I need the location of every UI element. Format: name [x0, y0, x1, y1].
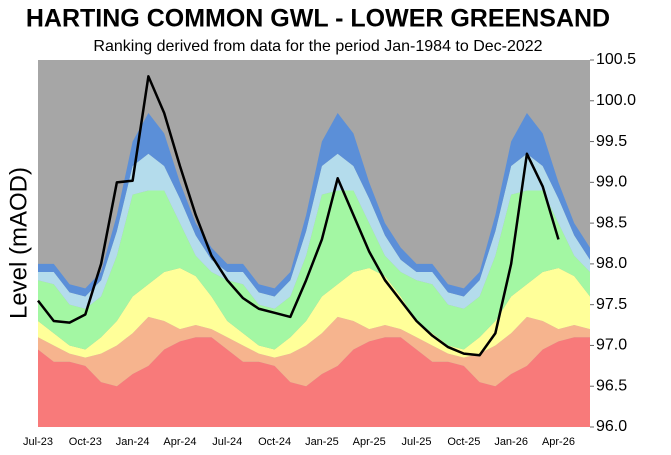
band-area [38, 153, 590, 309]
level-line [37, 75, 560, 357]
y-tick-label: 96.5 [596, 377, 627, 394]
x-tick-label: Jul-23 [23, 436, 53, 448]
x-tick-label: Apr-24 [163, 436, 196, 448]
y-tick-label: 98.0 [596, 255, 627, 272]
band-area [38, 190, 590, 350]
x-tick-label: Apr-25 [353, 436, 386, 448]
y-tick-label: 97.5 [596, 296, 627, 313]
y-tick-label: 97.0 [596, 337, 627, 354]
band-area [38, 316, 590, 387]
band-area [38, 267, 590, 358]
x-tick-label: Oct-24 [258, 436, 291, 448]
band-area [38, 113, 590, 297]
y-tick-label: 99.5 [596, 133, 627, 150]
y-tick-label: 100.5 [596, 51, 636, 68]
y-tick-label: 100.0 [596, 92, 636, 109]
chart-subtitle: Ranking derived from data for the period… [93, 38, 542, 55]
y-tick-label: 98.5 [596, 214, 627, 231]
x-tick-label: Jan-25 [305, 436, 339, 448]
x-tick-label: Oct-23 [69, 436, 102, 448]
y-tick-label: 96.0 [596, 418, 627, 435]
x-tick-label: Oct-25 [447, 436, 480, 448]
y-tick-label: 99.0 [596, 174, 627, 191]
x-tick-label: Jul-25 [402, 436, 432, 448]
x-tick-label: Jan-24 [116, 436, 150, 448]
x-tick-label: Jul-24 [212, 436, 242, 448]
x-tick-label: Jan-26 [494, 436, 528, 448]
y-axis-label: Level (mAOD) [5, 167, 32, 319]
chart-title: HARTING COMMON GWL - LOWER GREENSAND [26, 5, 610, 33]
x-tick-label: Apr-26 [542, 436, 575, 448]
band-area [38, 337, 590, 427]
